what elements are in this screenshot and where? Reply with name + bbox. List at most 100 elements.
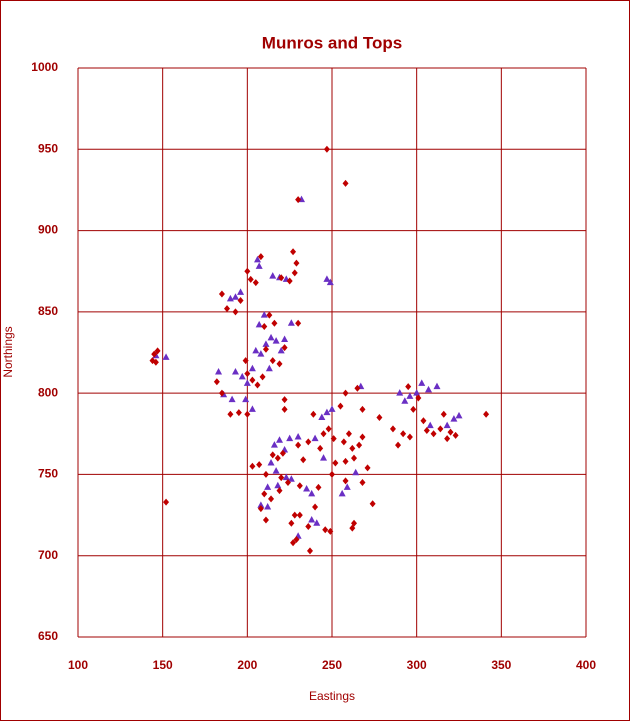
point <box>325 425 332 433</box>
point <box>262 345 269 353</box>
point <box>317 444 324 452</box>
point <box>224 305 231 313</box>
point <box>349 444 356 452</box>
point <box>320 454 328 461</box>
point <box>401 397 409 404</box>
point <box>262 340 270 347</box>
x-tick-label: 250 <box>322 658 342 672</box>
point <box>266 311 273 319</box>
point <box>452 431 459 439</box>
point <box>359 433 366 441</box>
point <box>291 511 298 519</box>
point <box>267 333 275 341</box>
point <box>337 402 344 410</box>
point <box>326 278 334 286</box>
y-tick-label: 850 <box>38 304 58 318</box>
point <box>248 364 256 372</box>
point <box>376 414 383 422</box>
point <box>276 487 283 495</box>
point <box>329 470 335 478</box>
point <box>310 410 317 418</box>
point <box>218 290 225 298</box>
point <box>359 405 366 413</box>
point <box>305 438 312 446</box>
point <box>243 379 251 386</box>
point <box>281 335 289 342</box>
point <box>255 320 263 328</box>
point <box>228 395 236 403</box>
point <box>279 449 286 457</box>
point <box>308 489 316 497</box>
point <box>271 319 278 327</box>
point <box>425 385 433 393</box>
y-tick-label: 900 <box>38 223 58 237</box>
point <box>261 490 268 498</box>
point <box>281 344 288 352</box>
y-tick-label: 650 <box>38 629 58 643</box>
point <box>294 433 302 440</box>
point <box>322 526 329 534</box>
point <box>262 470 269 478</box>
point <box>252 346 260 354</box>
point <box>369 500 376 508</box>
point <box>313 519 321 526</box>
point <box>288 519 295 527</box>
point <box>247 275 254 283</box>
point <box>420 417 427 425</box>
point <box>405 383 412 391</box>
point <box>311 434 319 442</box>
chart-title: Munros and Tops <box>262 33 402 52</box>
point <box>254 381 261 389</box>
point <box>257 505 264 513</box>
point <box>444 435 451 443</box>
point <box>257 253 264 261</box>
point <box>340 438 347 446</box>
point <box>232 308 239 316</box>
x-tick-label: 100 <box>68 658 88 672</box>
point <box>237 288 245 295</box>
x-tick-label: 200 <box>237 658 257 672</box>
point <box>235 409 242 417</box>
point <box>278 474 285 482</box>
y-tick-label: 800 <box>38 385 58 399</box>
point <box>163 498 170 506</box>
point <box>415 394 422 402</box>
point <box>242 395 250 403</box>
point <box>244 267 251 275</box>
point <box>287 475 295 482</box>
point <box>237 296 244 304</box>
point <box>276 360 283 368</box>
point <box>308 515 316 523</box>
point <box>282 473 290 481</box>
point <box>437 425 444 433</box>
point <box>290 539 297 547</box>
point <box>276 436 284 443</box>
point <box>264 502 272 510</box>
point <box>413 389 421 396</box>
point <box>342 389 349 397</box>
point <box>328 405 336 412</box>
point <box>290 248 297 256</box>
point <box>265 364 273 372</box>
point <box>305 522 312 530</box>
point <box>215 368 223 375</box>
point <box>455 411 463 419</box>
point <box>257 501 265 508</box>
point <box>269 272 277 279</box>
point <box>433 382 441 390</box>
x-tick-label: 400 <box>576 658 596 672</box>
point <box>343 483 351 490</box>
point <box>306 547 313 555</box>
point <box>255 262 263 269</box>
point <box>323 145 330 153</box>
point <box>395 441 402 449</box>
point <box>249 462 256 470</box>
point <box>244 410 251 418</box>
point <box>281 396 288 404</box>
point <box>300 456 307 464</box>
point <box>154 347 161 355</box>
point <box>406 433 413 441</box>
point <box>342 179 349 187</box>
point <box>351 454 358 462</box>
